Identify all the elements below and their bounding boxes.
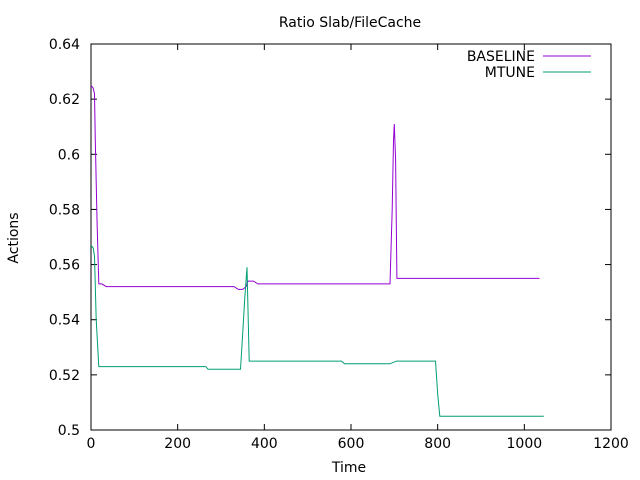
y-tick-label: 0.62 xyxy=(49,92,80,108)
plot-frame xyxy=(90,43,612,431)
x-axis: 0 200 400 600 800 1000 1200 xyxy=(87,44,629,452)
y-tick-label: 0.5 xyxy=(58,423,80,439)
x-tick-label: 200 xyxy=(164,436,191,452)
x-tick-label: 400 xyxy=(251,436,278,452)
y-tick-label: 0.58 xyxy=(49,202,80,218)
y-tick-label: 0.64 xyxy=(49,37,80,53)
series-line-baseline xyxy=(90,85,540,290)
x-tick-label: 0 xyxy=(87,436,96,452)
x-tick-label: 1200 xyxy=(593,436,629,452)
chart-title: Ratio Slab/FileCache xyxy=(279,15,421,31)
y-tick-label: 0.56 xyxy=(49,258,80,274)
y-tick-label: 0.54 xyxy=(49,313,80,329)
series-line-mtune xyxy=(90,244,544,417)
y-axis-title: Actions xyxy=(6,212,22,263)
legend-label-baseline: BASELINE xyxy=(467,49,535,65)
legend-label-mtune: MTUNE xyxy=(485,65,535,81)
x-tick-label: 600 xyxy=(338,436,365,452)
x-tick-label: 800 xyxy=(424,436,451,452)
y-axis: 0.5 0.52 0.54 0.56 0.58 0.6 0.62 0.64 xyxy=(49,37,611,439)
y-tick-label: 0.52 xyxy=(49,368,80,384)
x-tick-label: 1000 xyxy=(507,436,543,452)
x-axis-title: Time xyxy=(331,460,366,476)
y-tick-label: 0.6 xyxy=(58,147,80,163)
series-lines xyxy=(90,85,544,417)
